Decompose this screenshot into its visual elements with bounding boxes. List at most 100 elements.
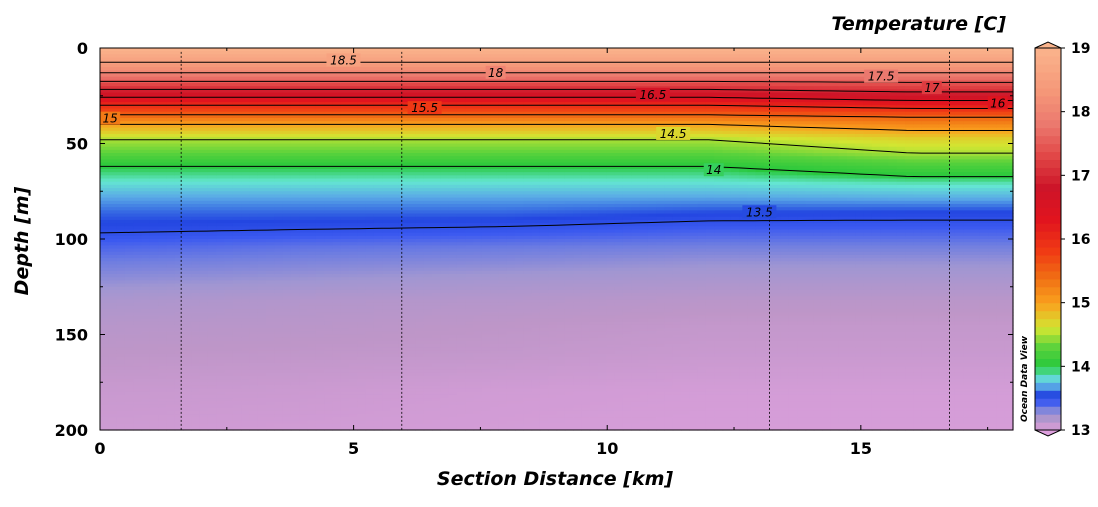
field-cell bbox=[149, 232, 159, 237]
field-cell bbox=[191, 216, 201, 221]
field-cell bbox=[440, 280, 450, 285]
field-cell bbox=[307, 369, 317, 374]
field-cell bbox=[390, 324, 400, 329]
field-cell bbox=[241, 86, 250, 90]
field-cell bbox=[349, 86, 358, 90]
field-cell bbox=[398, 426, 408, 431]
field-cell bbox=[407, 379, 416, 383]
field-cell bbox=[324, 340, 333, 345]
field-cell bbox=[423, 426, 433, 431]
field-cell bbox=[216, 321, 226, 326]
field-cell bbox=[249, 353, 259, 358]
field-cell bbox=[432, 48, 441, 52]
field-cell bbox=[365, 283, 375, 288]
field-cell bbox=[207, 340, 217, 345]
field-cell bbox=[124, 340, 134, 345]
field-cell bbox=[133, 143, 143, 148]
field-cell bbox=[100, 420, 109, 425]
field-cell bbox=[390, 401, 400, 406]
field-cell bbox=[373, 366, 383, 371]
field-cell bbox=[390, 70, 400, 75]
field-cell bbox=[398, 172, 408, 176]
field-cell bbox=[116, 229, 126, 234]
field-cell bbox=[174, 175, 184, 180]
field-cell bbox=[216, 293, 226, 297]
field-cell bbox=[415, 426, 425, 431]
field-cell bbox=[365, 137, 375, 141]
field-cell bbox=[232, 235, 242, 240]
field-cell bbox=[141, 229, 151, 234]
field-cell bbox=[373, 420, 383, 425]
field-cell bbox=[207, 114, 217, 119]
field-cell bbox=[257, 200, 267, 205]
field-cell bbox=[390, 143, 400, 148]
field-cell bbox=[440, 245, 450, 250]
field-cell bbox=[299, 404, 309, 409]
field-cell bbox=[440, 210, 450, 215]
field-cell bbox=[340, 48, 350, 52]
field-cell bbox=[382, 121, 392, 125]
field-cell bbox=[141, 207, 151, 211]
field-cell bbox=[274, 57, 284, 62]
field-cell bbox=[108, 280, 118, 285]
field-cell bbox=[199, 89, 209, 94]
field-cell bbox=[158, 401, 167, 406]
field-cell bbox=[224, 143, 234, 148]
field-cell bbox=[158, 251, 167, 256]
field-cell bbox=[349, 124, 358, 129]
field-cell bbox=[282, 162, 292, 167]
field-cell bbox=[141, 280, 151, 285]
field-cell bbox=[149, 48, 159, 52]
field-cell bbox=[357, 309, 367, 313]
field-cell bbox=[216, 63, 226, 68]
field-cell bbox=[141, 172, 151, 176]
field-cell bbox=[324, 235, 333, 240]
field-cell bbox=[382, 92, 392, 97]
field-cell bbox=[382, 89, 392, 94]
field-cell bbox=[241, 375, 250, 380]
field-cell bbox=[290, 137, 300, 141]
field-cell bbox=[415, 239, 425, 243]
field-cell bbox=[324, 184, 333, 189]
field-cell bbox=[116, 51, 126, 55]
field-cell bbox=[382, 426, 392, 431]
field-cell bbox=[373, 235, 383, 240]
field-cell bbox=[174, 48, 184, 52]
field-cell bbox=[340, 239, 350, 243]
field-cell bbox=[124, 251, 134, 256]
field-cell bbox=[207, 118, 217, 122]
field-cell bbox=[183, 111, 192, 116]
field-cell bbox=[166, 299, 176, 304]
field-cell bbox=[349, 223, 358, 227]
field-cell bbox=[124, 229, 134, 234]
field-cell bbox=[257, 388, 267, 393]
field-cell bbox=[274, 305, 284, 310]
field-cell bbox=[166, 391, 176, 396]
field-cell bbox=[257, 372, 267, 377]
field-cell bbox=[423, 315, 433, 320]
field-cell bbox=[216, 140, 226, 145]
field-cell bbox=[440, 114, 450, 119]
field-cell bbox=[100, 382, 109, 387]
field-cell bbox=[382, 254, 392, 259]
field-cell bbox=[307, 235, 317, 240]
field-cell bbox=[324, 324, 333, 329]
field-cell bbox=[207, 334, 217, 339]
field-cell bbox=[315, 210, 325, 215]
field-cell bbox=[224, 98, 234, 103]
field-cell bbox=[166, 385, 176, 390]
field-cell bbox=[216, 54, 226, 59]
field-cell bbox=[232, 414, 242, 418]
field-cell bbox=[332, 102, 342, 106]
field-cell bbox=[373, 203, 383, 208]
field-cell bbox=[349, 385, 358, 390]
field-cell bbox=[373, 175, 383, 180]
field-cell bbox=[207, 133, 217, 138]
field-cell bbox=[149, 146, 159, 151]
field-cell bbox=[332, 51, 342, 55]
field-cell bbox=[299, 172, 309, 176]
field-cell bbox=[266, 344, 275, 348]
field-cell bbox=[224, 67, 234, 71]
field-cell bbox=[440, 108, 450, 113]
field-cell bbox=[299, 203, 309, 208]
